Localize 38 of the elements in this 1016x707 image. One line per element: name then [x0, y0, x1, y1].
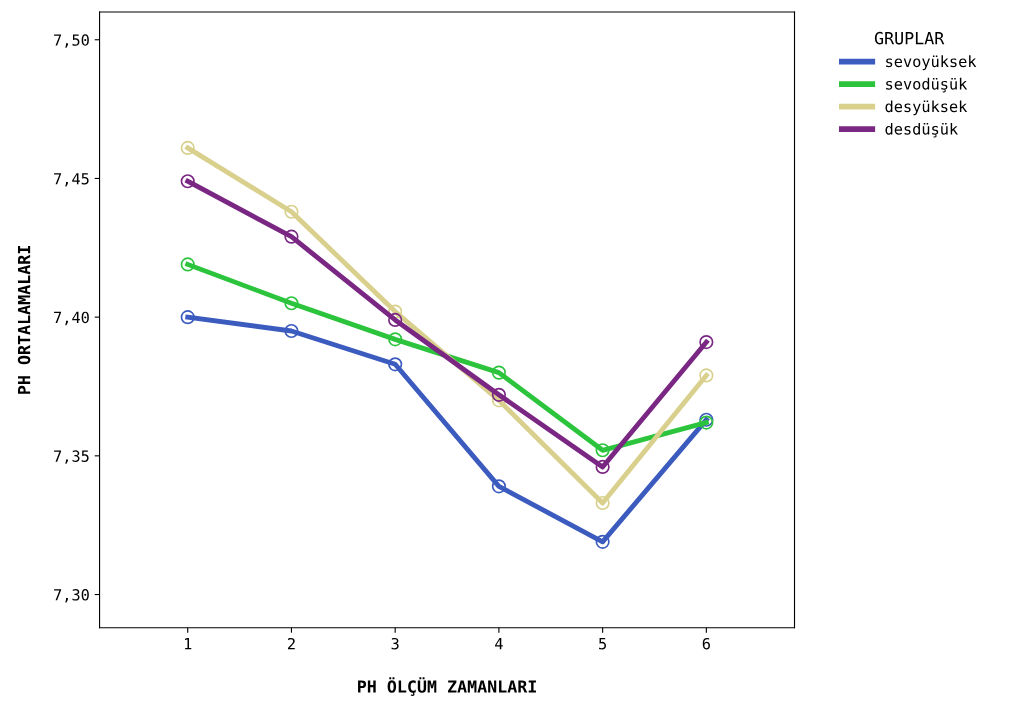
point [180, 174, 195, 189]
point [284, 229, 299, 244]
point [180, 257, 195, 272]
point [699, 368, 714, 383]
legend-label: sevodüşük [886, 77, 968, 93]
point [491, 479, 506, 494]
point [284, 323, 299, 339]
point [284, 204, 299, 219]
x-tick-label: 6 [702, 637, 710, 650]
x-axis-title: PH ÖLÇÜM ZAMANLARI [358, 677, 536, 696]
y-tick-label: 7,50 [54, 34, 89, 48]
point [491, 365, 506, 380]
x-tick-label: 3 [391, 637, 399, 650]
point [699, 335, 714, 350]
point [595, 495, 610, 511]
point [595, 443, 610, 458]
point [180, 140, 195, 156]
y-tick-label: 7,35 [54, 450, 89, 464]
point [595, 459, 610, 475]
point [388, 332, 403, 347]
point [388, 312, 403, 328]
legend-label: desdüşük [885, 122, 958, 138]
point [595, 534, 610, 549]
y-tick-label: 7,45 [54, 173, 89, 187]
point [284, 296, 299, 311]
point [180, 310, 195, 325]
x-tick-label: 5 [599, 638, 606, 650]
legend-title: GRUPLAR [874, 31, 945, 45]
y-tick-label: 7,30 [54, 589, 89, 603]
legend-label: sevoyüksek [886, 55, 977, 71]
point [491, 387, 506, 402]
y-axis-title: PH ORTALAMALARI [17, 246, 31, 394]
y-tick-label: 7,40 [54, 311, 89, 326]
legend-label: desyüksek [885, 100, 968, 116]
x-tick-label: 1 [184, 638, 192, 650]
x-tick-label: 2 [287, 637, 295, 650]
point [388, 357, 403, 372]
x-tick-label: 4 [495, 638, 503, 650]
